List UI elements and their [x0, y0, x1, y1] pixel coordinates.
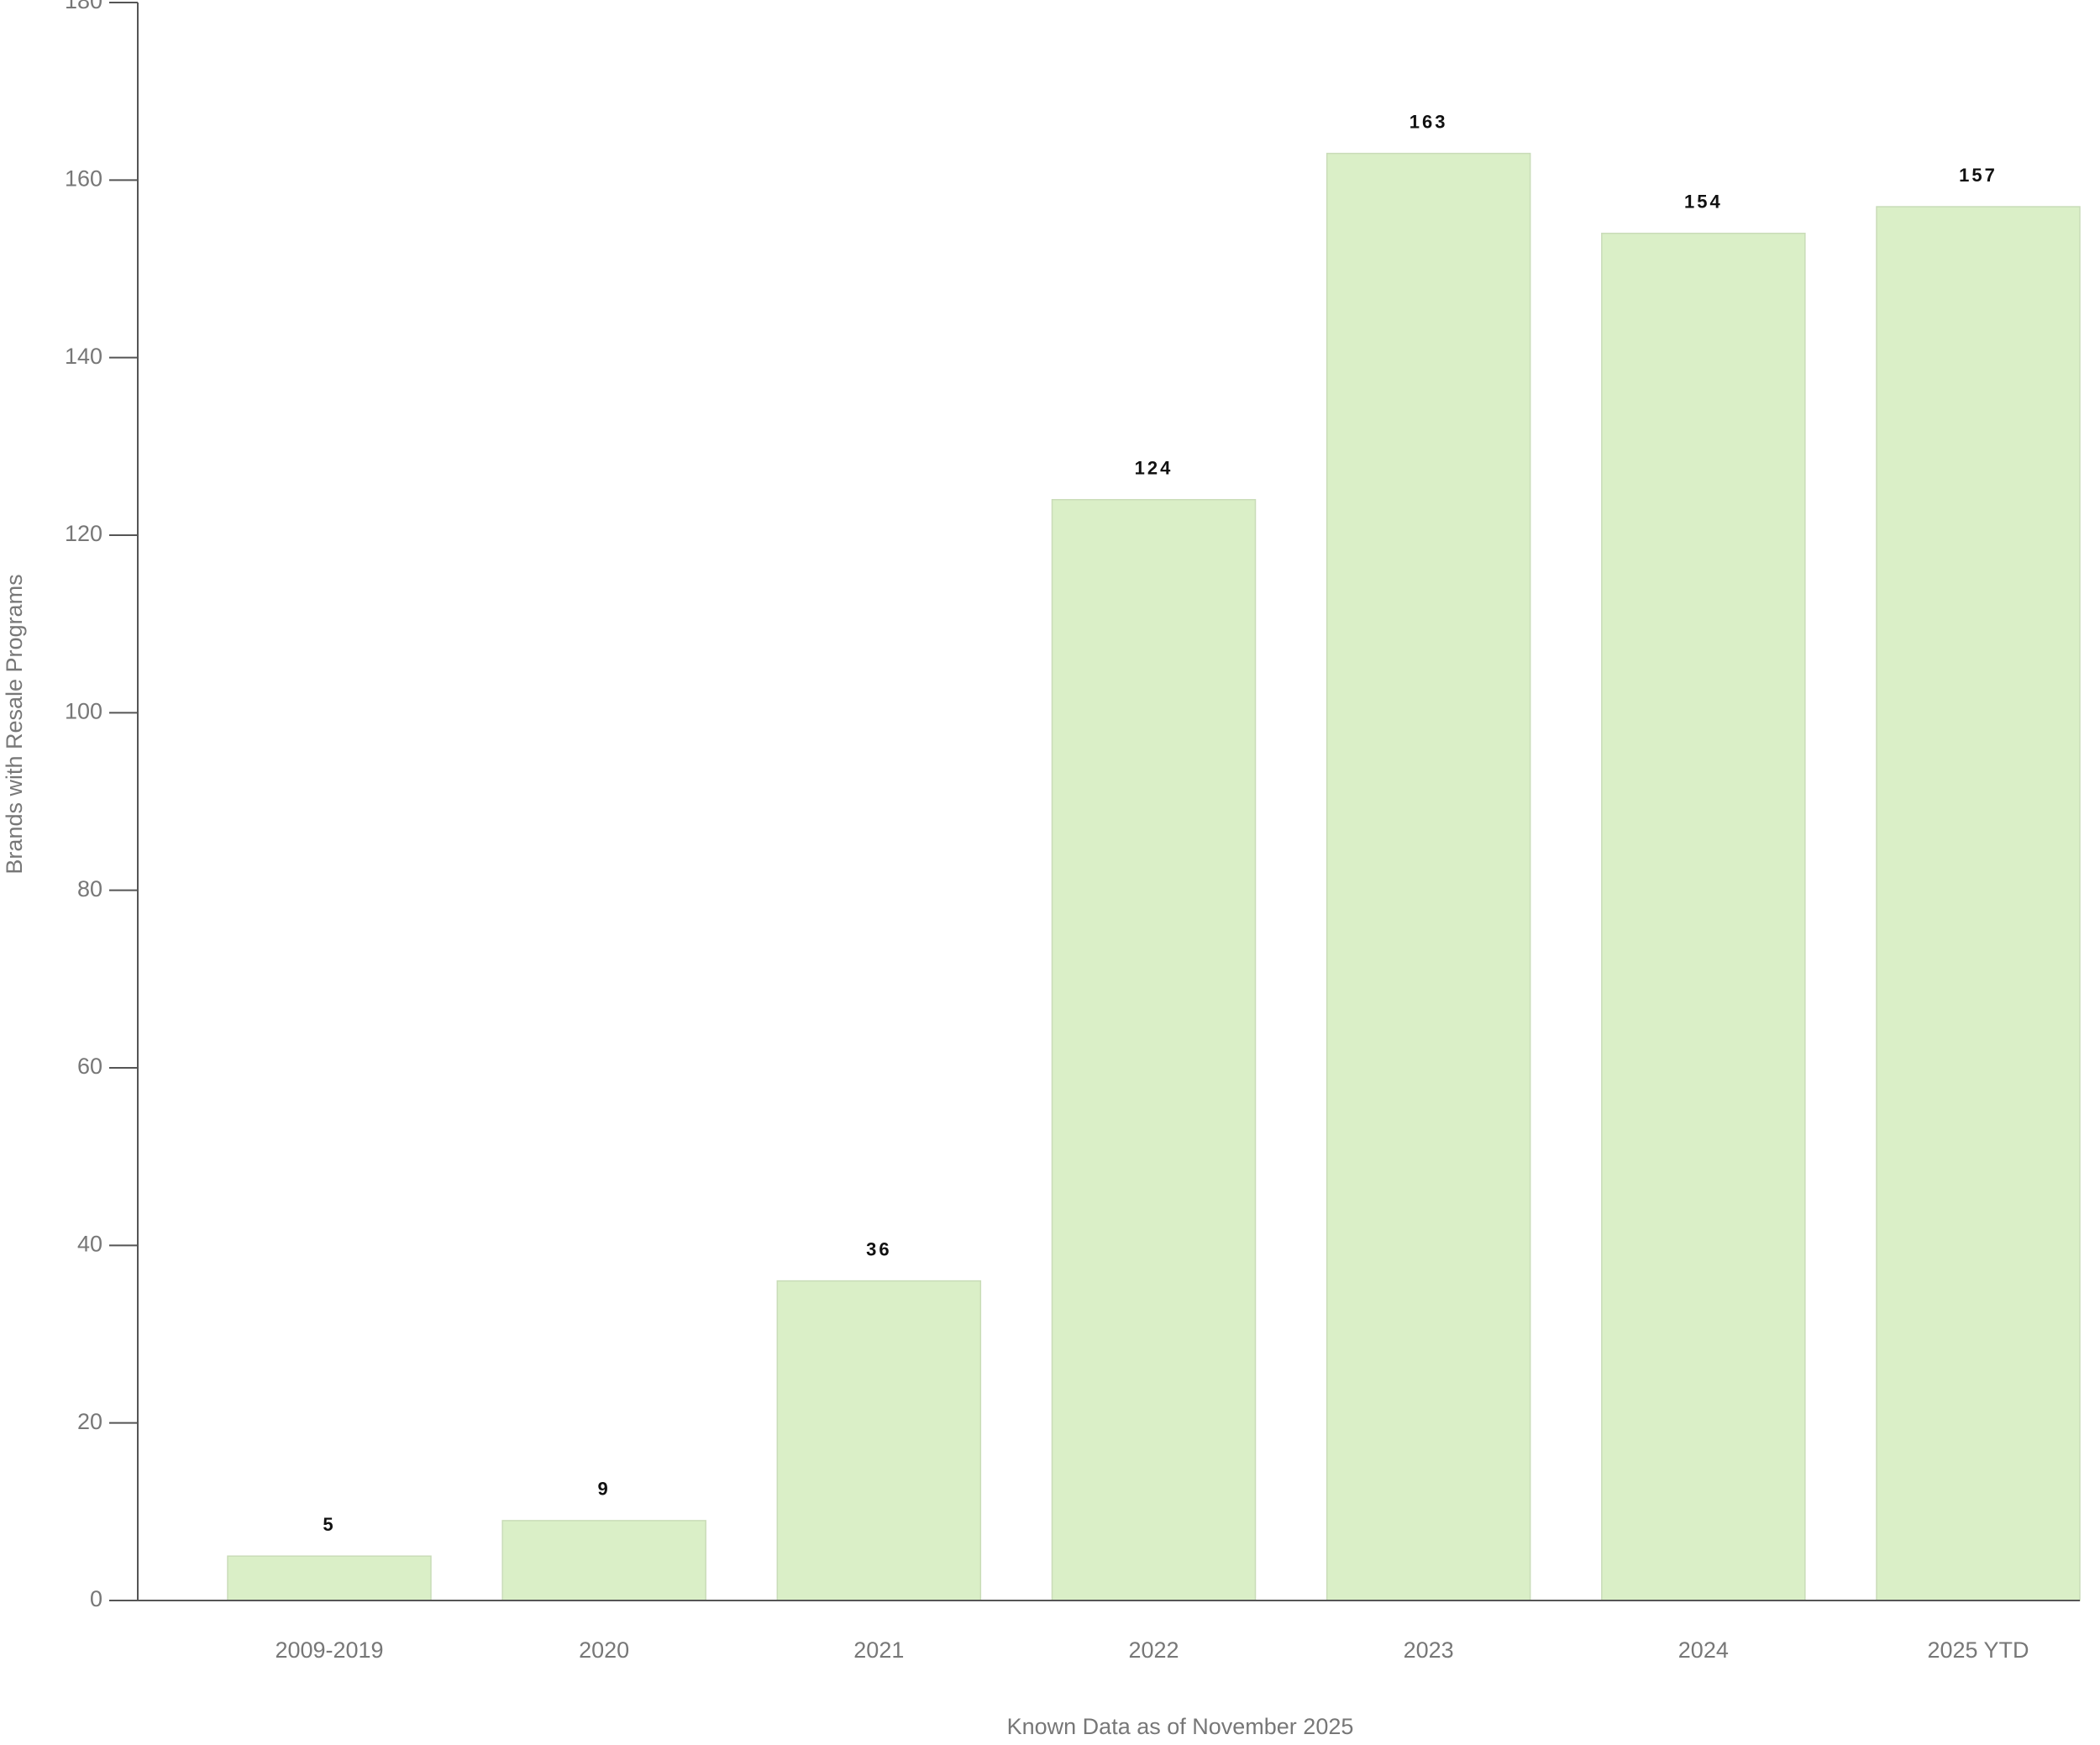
y-tick-label: 180 [65, 0, 102, 13]
bar [227, 1555, 432, 1601]
bar [1876, 206, 2081, 1601]
bar [1601, 232, 1806, 1601]
y-tick-label: 120 [65, 521, 102, 546]
y-tick-label: 80 [77, 876, 102, 901]
x-tick-label: 2025 YTD [1927, 1637, 2029, 1663]
value-label: 9 [598, 1479, 611, 1500]
y-tick-label: 20 [77, 1409, 102, 1434]
x-tick-label: 2021 [853, 1637, 904, 1663]
y-tick-label: 60 [77, 1054, 102, 1079]
value-label: 36 [866, 1238, 891, 1259]
x-tick-label: 2022 [1128, 1637, 1179, 1663]
y-tick-label: 140 [65, 344, 102, 369]
value-label: 124 [1135, 458, 1173, 479]
bar [1326, 152, 1531, 1601]
value-label: 5 [323, 1514, 335, 1535]
x-tick-label: 2023 [1404, 1637, 1454, 1663]
bar [776, 1280, 982, 1601]
value-label: 157 [1959, 165, 1998, 186]
y-tick-label: 40 [77, 1231, 102, 1256]
x-tick-label: 2024 [1678, 1637, 1729, 1663]
y-tick-label: 160 [65, 166, 102, 191]
y-axis-title: Brands with Resale Programs [2, 574, 27, 874]
y-tick-label: 100 [65, 698, 102, 723]
x-tick-label: 2009-2019 [275, 1637, 383, 1663]
bar [1051, 498, 1257, 1601]
x-axis-title: Known Data as of November 2025 [1007, 1714, 1354, 1739]
value-label: 154 [1684, 192, 1723, 213]
bar [501, 1520, 706, 1601]
x-tick-label: 2020 [579, 1637, 629, 1663]
y-tick-label: 0 [90, 1586, 102, 1611]
value-label: 163 [1410, 111, 1448, 132]
